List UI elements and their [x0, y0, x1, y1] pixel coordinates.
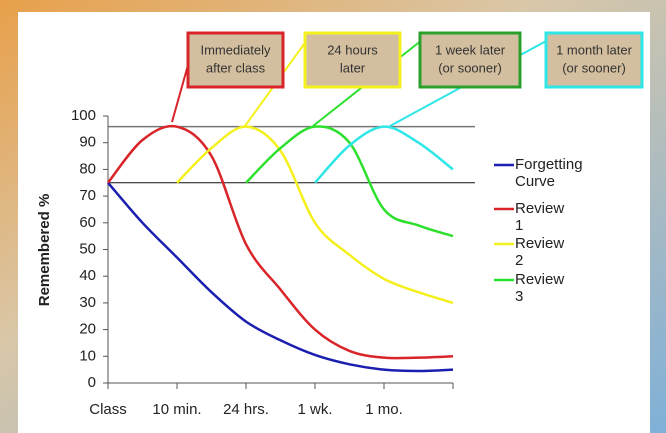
y-axis-label: Remembered %: [36, 194, 53, 307]
x-tick-label: 24 hrs.: [223, 401, 269, 418]
series-line: [176, 125, 454, 305]
y-tick-label: 40: [79, 267, 96, 284]
annotation: 1 week later (or sooner): [418, 31, 522, 89]
legend-label: Review 3: [515, 271, 564, 305]
annotation-text: after class: [206, 60, 266, 75]
y-tick-label: 60: [79, 214, 96, 231]
y-tick-label: 10: [79, 347, 96, 364]
y-tick-label: 0: [88, 374, 96, 391]
annotation: 24 hours later: [303, 31, 402, 89]
annotation-text: (or sooner): [438, 60, 502, 75]
x-tick-label: 1 mo.: [365, 401, 403, 418]
annotation-box: [303, 31, 402, 89]
annotation-text: 24 hours: [327, 42, 378, 57]
legend-label: Review 1: [515, 200, 564, 234]
legend-label: Forgetting Curve: [515, 156, 583, 190]
y-tick-label: 70: [79, 187, 96, 204]
annotation-text: Immediately: [200, 42, 271, 57]
y-tick-label: 30: [79, 294, 96, 311]
y-tick-label: 100: [71, 107, 96, 124]
annotation: Immediately after class: [186, 31, 285, 89]
annotation-text: 1 week later: [435, 42, 506, 57]
annotation-box: [544, 31, 644, 89]
y-tick-label: 90: [79, 134, 96, 151]
annotation-text: later: [340, 60, 366, 75]
x-tick-label: Class: [89, 401, 127, 418]
x-tick-label: 10 min.: [152, 401, 201, 418]
series-line: [245, 125, 454, 238]
annotation-box: [418, 31, 522, 89]
legend-label: Review 2: [515, 235, 564, 269]
annotation-text: (or sooner): [562, 60, 626, 75]
series-line: [107, 124, 454, 360]
x-tick-label: 1 wk.: [297, 401, 332, 418]
annotation-box: [186, 31, 285, 89]
annotation: 1 month later (or sooner): [544, 31, 644, 89]
annotation-text: 1 month later: [556, 42, 633, 57]
series-line: [314, 125, 454, 184]
y-tick-label: 20: [79, 321, 96, 338]
y-tick-label: 80: [79, 160, 96, 177]
y-tick-label: 50: [79, 240, 96, 257]
series-line: [107, 181, 454, 373]
